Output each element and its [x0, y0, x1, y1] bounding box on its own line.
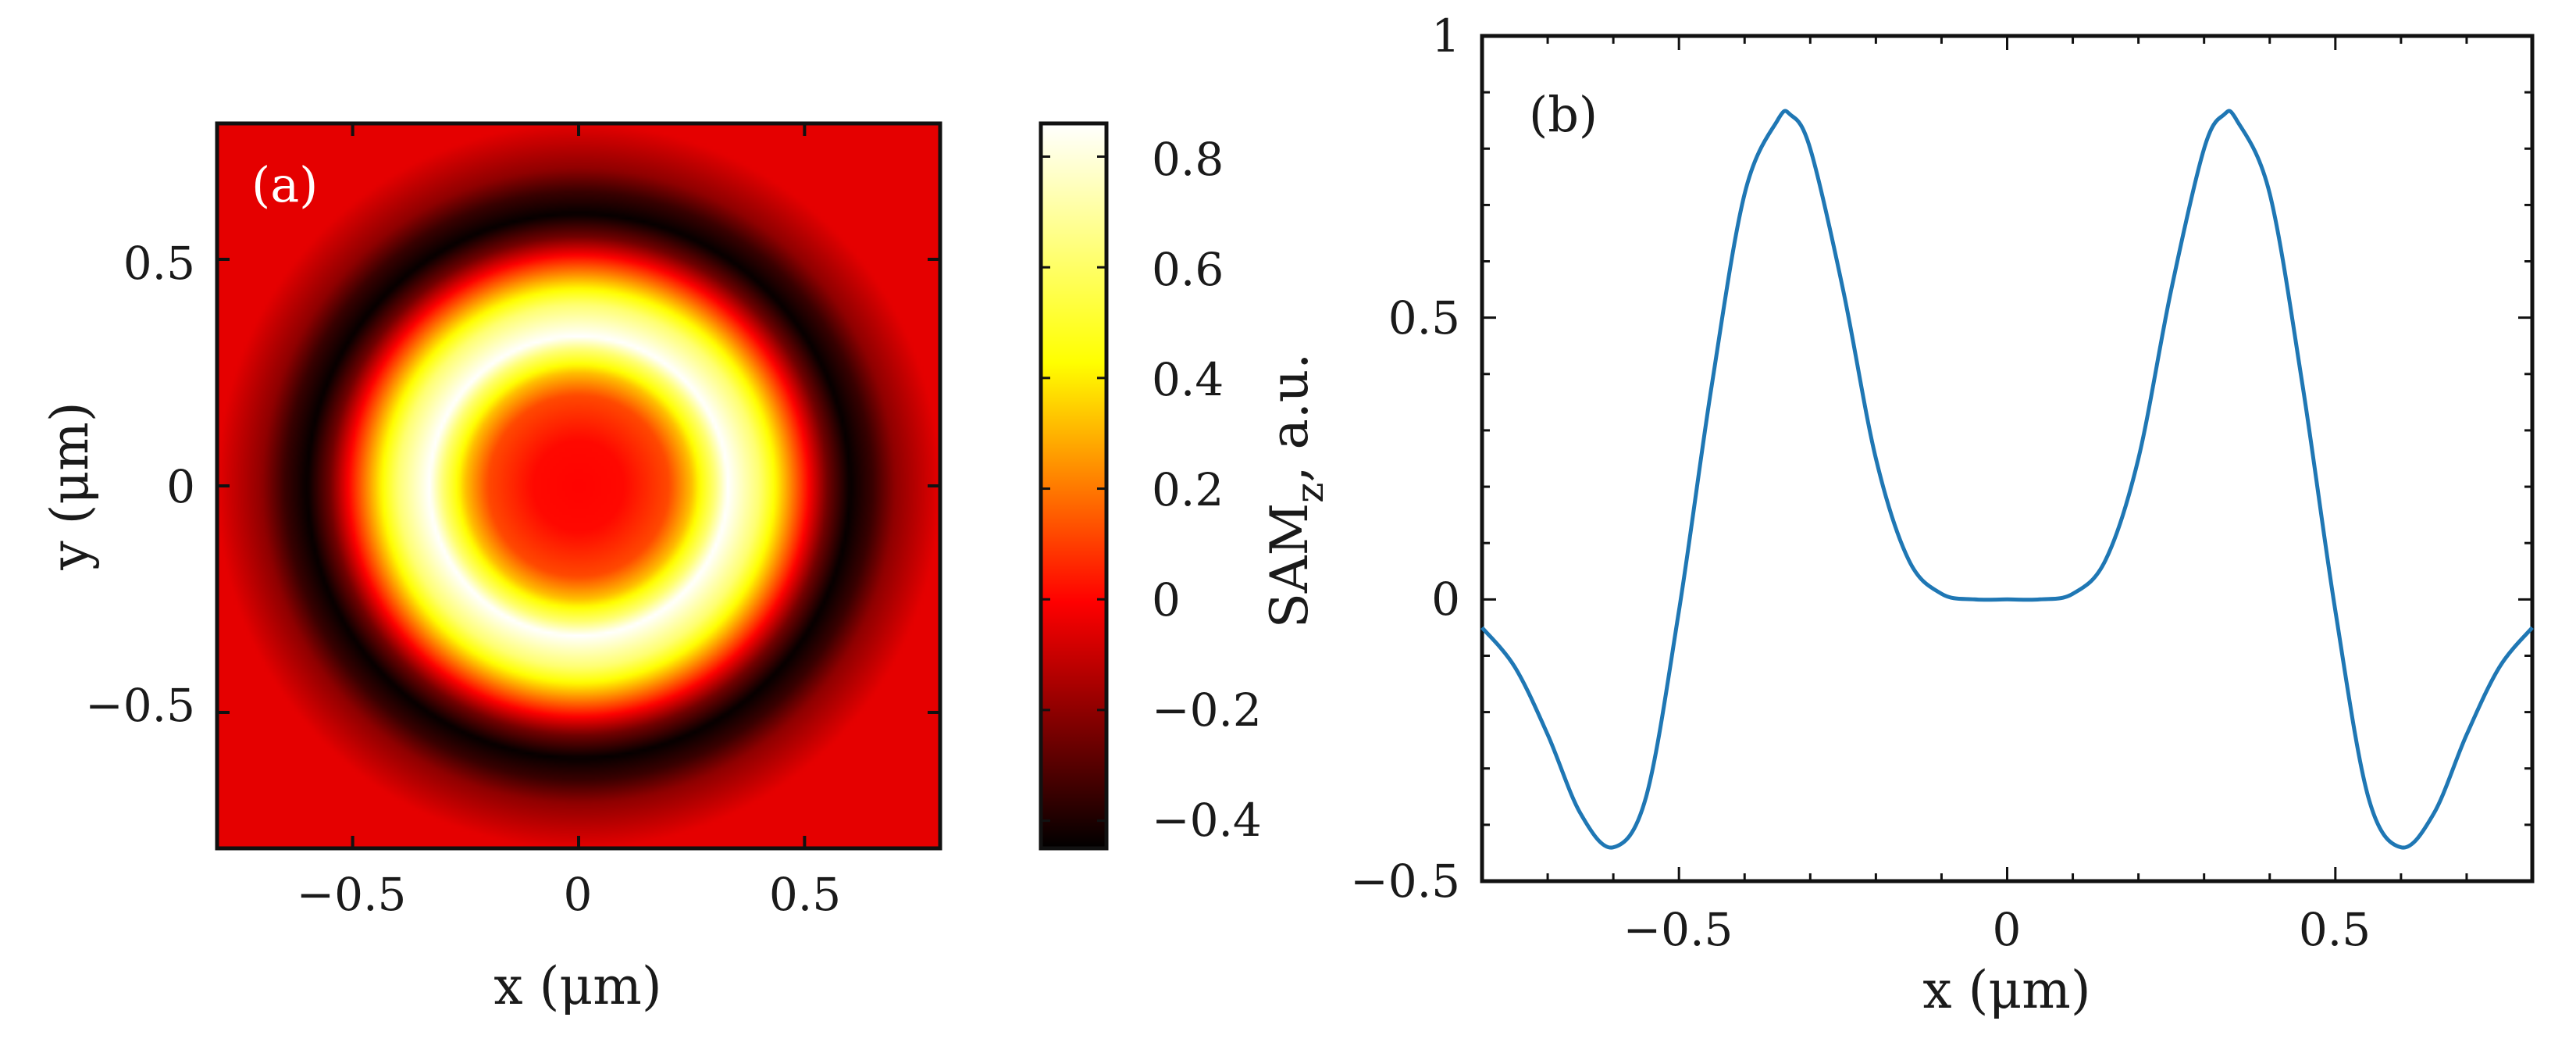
heatmap-ytick-label-3: 0.5 — [123, 237, 195, 290]
colorbar-tick-label-7: 0.8 — [1152, 133, 1224, 186]
panel-b-label: (b) — [1529, 86, 1598, 143]
heatmap-ytick-label-2: 0 — [166, 460, 195, 513]
colorbar-tick-label-4: 0.2 — [1152, 463, 1224, 516]
lineplot-series-line — [1480, 109, 2534, 850]
heatmap-xlabel: x (μm) — [493, 956, 661, 1016]
colorbar-tick-label-2: −0.2 — [1152, 684, 1262, 737]
lineplot-xtick-label-2: 0 — [1993, 903, 2022, 956]
heatmap-ylabel: y (μm) — [40, 402, 100, 570]
lineplot-ytick-label-1: −0.5 — [1350, 855, 1460, 908]
colorbar-tick-label-3: 0 — [1152, 573, 1181, 626]
lineplot-xtick-label-1: −0.5 — [1623, 903, 1733, 956]
lineplot-xtick-label-3: 0.5 — [2299, 903, 2371, 956]
colorbar-tick-label-5: 0.4 — [1152, 353, 1224, 406]
colorbar-tick-label-6: 0.6 — [1152, 243, 1224, 296]
colorbar-label: SAMz, a.u. — [1259, 353, 1332, 629]
heatmap-image — [217, 123, 940, 848]
lineplot-xlabel: x (μm) — [1922, 960, 2090, 1020]
colorbar-label-main: SAM — [1259, 503, 1320, 628]
panel-b-line-plot: (b) −0.5 0 0.5 1 −0.5 0 0.5 x (μm) — [1350, 9, 2535, 1020]
colorbar-tick-marks — [1041, 155, 1106, 823]
lineplot-frame — [1480, 34, 2535, 883]
heatmap-xtick-label-3: 0.5 — [769, 868, 841, 921]
colorbar: −0.4 −0.2 0 0.2 0.4 0.6 0.8 SAMz, a.u. — [1039, 121, 1332, 851]
colorbar-tick-label-1: −0.4 — [1152, 794, 1262, 847]
panel-a-heatmap: (a) −0.5 0 0.5 −0.5 0 0.5 x (μm) y (μm) — [40, 121, 942, 1016]
lineplot-ytick-label-4: 1 — [1431, 9, 1460, 62]
heatmap-tick-marks — [217, 123, 940, 848]
heatmap-xtick-label-1: −0.5 — [297, 868, 407, 921]
heatmap-ytick-label-1: −0.5 — [85, 679, 195, 732]
lineplot-ytick-label-2: 0 — [1431, 573, 1460, 626]
panel-a-label: (a) — [251, 156, 318, 213]
colorbar-label-sub: z — [1287, 482, 1332, 502]
heatmap-xtick-label-2: 0 — [564, 868, 593, 921]
lineplot-tick-marks — [1480, 34, 2534, 883]
colorbar-label-suffix: , a.u. — [1259, 353, 1320, 483]
lineplot-ytick-label-3: 0.5 — [1388, 291, 1460, 344]
colorbar-gradient — [1039, 121, 1109, 851]
